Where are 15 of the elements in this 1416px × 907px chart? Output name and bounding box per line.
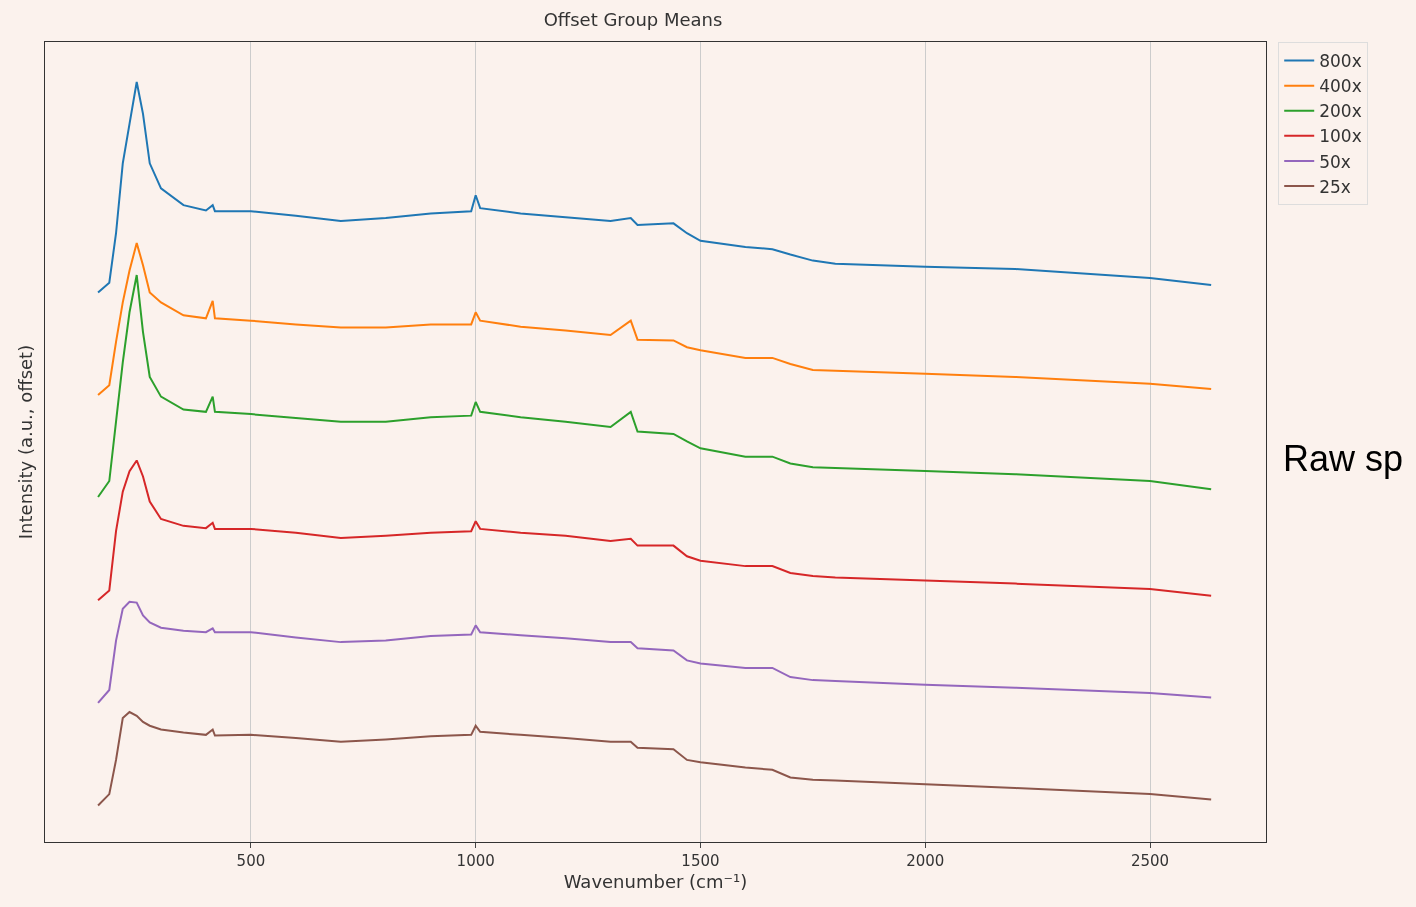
legend-label: 400x xyxy=(1319,76,1362,97)
x-tick-label: 500 xyxy=(236,852,266,870)
legend-label: 25x xyxy=(1319,176,1351,197)
text: Raw sp xyxy=(1283,438,1404,479)
x-tick-label: 1500 xyxy=(681,852,720,870)
x-tick-label: 2000 xyxy=(906,852,945,870)
x-tick-label: 1000 xyxy=(456,852,495,870)
legend-label: 100x xyxy=(1319,126,1362,147)
y-axis-title: Intensity (a.u., offset) xyxy=(15,344,37,540)
x-tick-label: 2500 xyxy=(1130,852,1170,870)
legend-label: 50x xyxy=(1319,151,1351,172)
chart-title: Offset Group Means xyxy=(543,9,723,31)
legend-label: 800x xyxy=(1319,51,1362,72)
legend-label: 200x xyxy=(1319,101,1362,122)
x-axis-title: Wavenumber (cm⁻¹) xyxy=(563,871,748,893)
